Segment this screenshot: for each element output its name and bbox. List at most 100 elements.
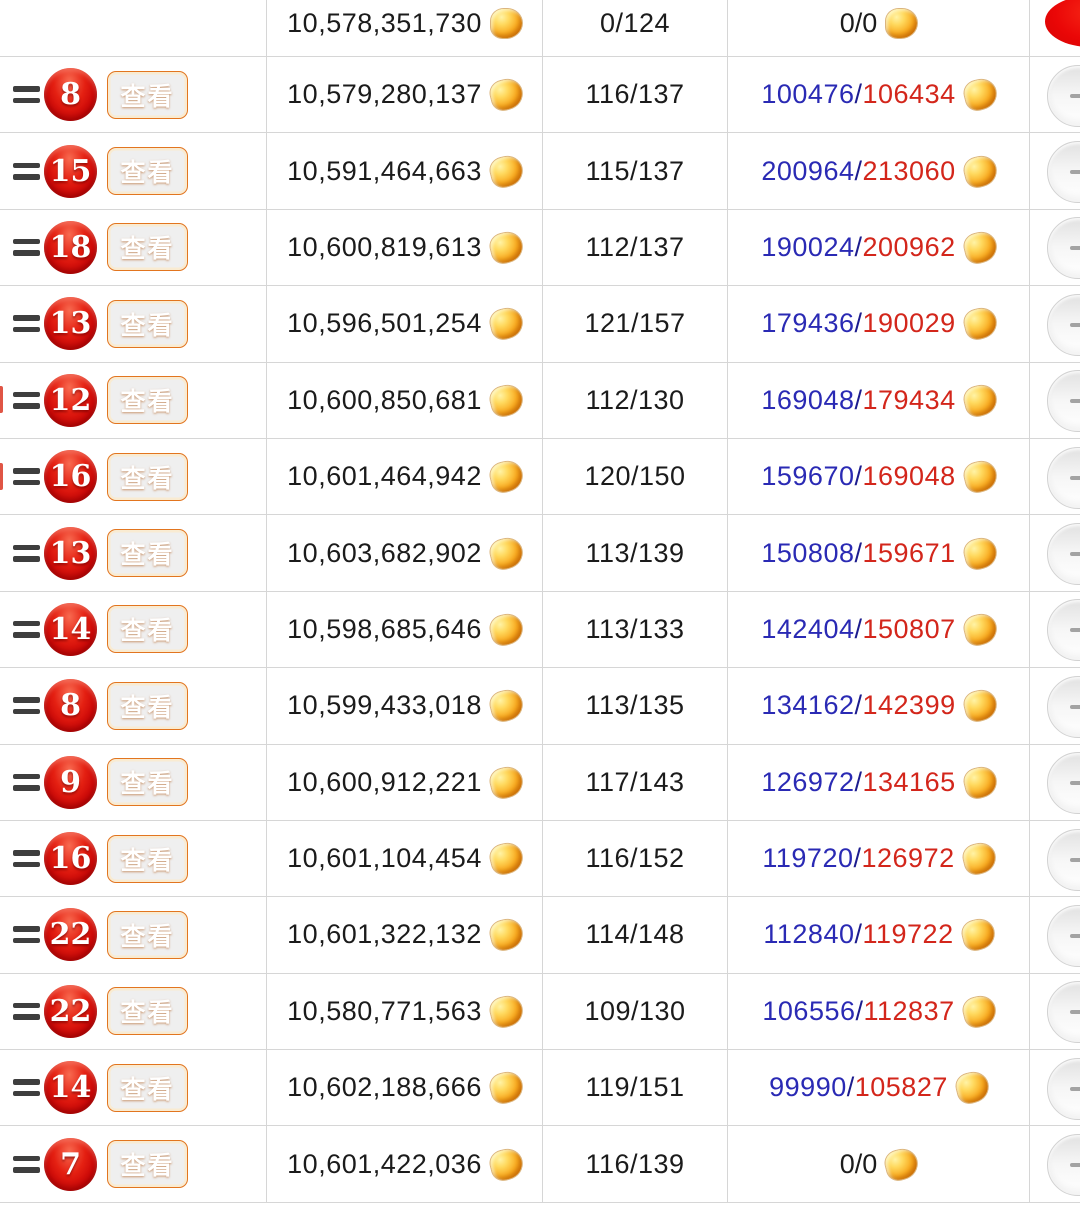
status-cell [1030, 1050, 1080, 1125]
rank-unchanged-equal-icon [13, 697, 42, 715]
gold-bean-icon [487, 153, 525, 189]
dash-icon [1070, 933, 1080, 938]
red-status-circle-button[interactable] [1045, 0, 1080, 47]
gray-circle-toggle-button[interactable] [1047, 523, 1080, 586]
cutoff-red-marker [0, 386, 3, 414]
gray-circle-toggle-button[interactable] [1047, 1134, 1080, 1197]
view-button[interactable]: 查看 [107, 1140, 188, 1189]
view-button[interactable]: 查看 [107, 758, 188, 807]
exp-cell: 142404/150807 [728, 591, 1030, 668]
table-row: 8 查看 10,599,433,018 113/135 134162/14239… [0, 668, 1080, 745]
score-cell: 10,578,351,730 [267, 0, 543, 56]
exp-cell: / 0/0 [728, 1126, 1030, 1202]
gold-bean-icon [487, 917, 525, 953]
rank-badge: 15 [44, 144, 97, 198]
score-cell: 10,601,464,942 [267, 438, 543, 515]
view-button[interactable]: 查看 [107, 376, 188, 425]
gold-bean-icon [953, 1069, 991, 1106]
score-value: 10,599,433,018 [287, 690, 482, 721]
progress-value: 120/150 [584, 461, 686, 492]
rank-cell: 14 查看 [0, 1050, 267, 1126]
rank-unchanged-equal-icon [13, 86, 42, 104]
score-value: 10,600,912,221 [287, 766, 482, 797]
score-value: 10,601,464,942 [287, 461, 482, 492]
gray-circle-toggle-button[interactable] [1047, 141, 1080, 204]
exp-slash: / [853, 843, 862, 874]
rank-unchanged-equal-icon [13, 850, 42, 868]
score-cell: 10,599,433,018 [267, 668, 543, 744]
view-button[interactable]: 查看 [107, 605, 188, 654]
exp-plain-value: 0/0 [839, 7, 878, 38]
rank-unchanged-equal-icon [13, 773, 42, 791]
progress-value: 0/124 [599, 7, 671, 38]
view-button[interactable]: 查看 [107, 529, 188, 578]
progress-value: 116/152 [585, 843, 685, 874]
gold-bean-icon [961, 76, 999, 113]
gray-circle-toggle-button[interactable] [1047, 217, 1080, 280]
exp-cell: 0/0 [728, 0, 1030, 56]
view-button[interactable]: 查看 [107, 910, 188, 959]
view-button[interactable]: 查看 [107, 834, 188, 883]
progress-value: 117/143 [585, 766, 685, 797]
score-cell: 10,598,685,646 [267, 591, 543, 668]
gray-circle-toggle-button[interactable] [1047, 752, 1080, 815]
view-button[interactable]: 查看 [107, 681, 188, 730]
rank-badge: 16 [44, 450, 97, 504]
dash-icon [1070, 93, 1080, 98]
exp-current-value: 112840 [763, 919, 855, 950]
status-cell [1030, 745, 1080, 820]
cutoff-red-marker [0, 462, 3, 490]
exp-cell: 150808/159671 [728, 515, 1030, 591]
gold-bean-icon [961, 153, 999, 189]
view-button[interactable]: 查看 [107, 1063, 188, 1112]
view-button[interactable]: 查看 [107, 223, 188, 272]
exp-total-value: 105827 [854, 1072, 948, 1103]
rank-badge: 12 [44, 373, 97, 427]
dash-icon [1070, 322, 1080, 327]
exp-fraction: 106556/112837 [762, 996, 954, 1027]
progress-value: 115/137 [585, 155, 685, 186]
table-row: 14 查看 10,598,685,646 113/133 142404/1508… [0, 591, 1080, 669]
gold-bean-icon [960, 840, 998, 877]
rank-badge: 22 [44, 908, 97, 962]
exp-current-value: 126972 [761, 766, 855, 797]
status-cell [1030, 133, 1080, 208]
progress-value: 109/130 [584, 995, 686, 1026]
view-button[interactable]: 查看 [107, 452, 188, 501]
exp-fraction: 179436/190029 [761, 308, 955, 339]
status-cell [1030, 0, 1080, 56]
gray-circle-toggle-button[interactable] [1047, 1057, 1080, 1120]
gray-circle-toggle-button[interactable] [1047, 64, 1080, 127]
exp-slash: / [846, 1072, 855, 1103]
gray-circle-toggle-button[interactable] [1047, 446, 1080, 509]
dash-icon [1070, 704, 1080, 709]
gray-circle-toggle-button[interactable] [1047, 981, 1080, 1044]
dash-icon [1070, 399, 1080, 404]
rank-unchanged-equal-icon [13, 926, 42, 944]
dash-icon [1070, 1086, 1080, 1091]
rank-unchanged-equal-icon [13, 1079, 42, 1097]
gray-circle-toggle-button[interactable] [1047, 370, 1080, 433]
gray-circle-toggle-button[interactable] [1047, 293, 1080, 356]
gray-circle-toggle-button[interactable] [1047, 599, 1080, 662]
exp-total-value: 119722 [862, 919, 954, 950]
gray-circle-toggle-button[interactable] [1047, 675, 1080, 738]
score-value: 10,596,501,254 [287, 308, 482, 339]
view-button[interactable]: 查看 [107, 70, 188, 119]
view-button[interactable]: 查看 [107, 987, 188, 1036]
exp-cell: 134162/142399 [728, 668, 1030, 744]
gold-bean-icon [961, 229, 999, 266]
gold-bean-icon [886, 8, 918, 38]
gray-circle-toggle-button[interactable] [1047, 904, 1080, 967]
exp-total-value: 213060 [862, 155, 956, 186]
exp-cell: 100476/106434 [728, 57, 1030, 133]
view-button[interactable]: 查看 [107, 299, 188, 348]
rank-badge: 8 [44, 679, 97, 733]
rank-cell: 13 查看 [0, 515, 267, 591]
rank-badge: 8 [44, 68, 97, 122]
view-button[interactable]: 查看 [107, 147, 188, 196]
rank-unchanged-equal-icon [13, 315, 42, 333]
exp-fraction: 126972/134165 [761, 767, 955, 798]
gray-circle-toggle-button[interactable] [1047, 828, 1080, 891]
rank-cell: 8 查看 [0, 668, 267, 744]
